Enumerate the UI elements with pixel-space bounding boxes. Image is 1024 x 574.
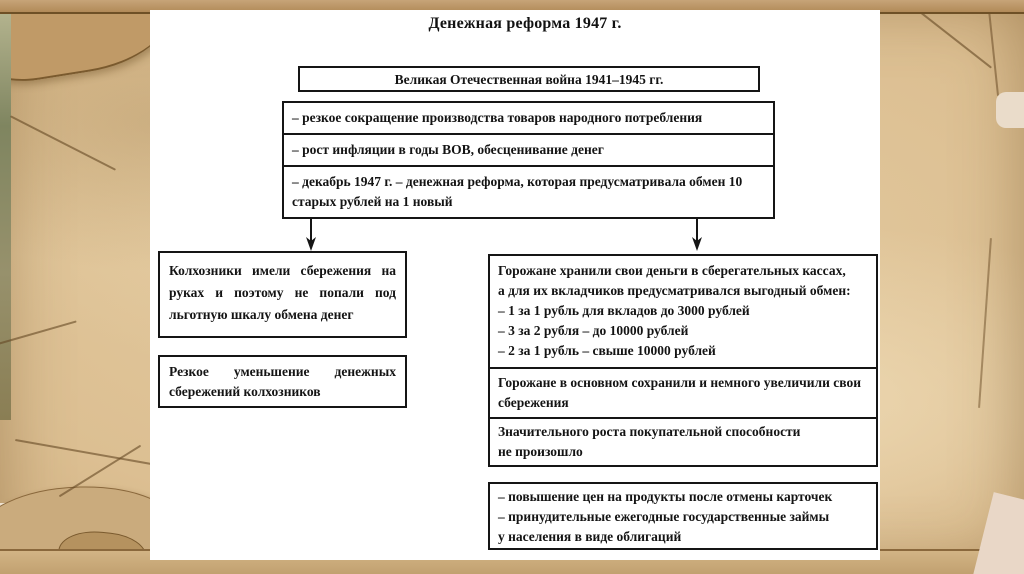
- paper-crack: [911, 5, 993, 69]
- paper-crack: [14, 438, 164, 468]
- text-line: – 3 за 2 рубля – до 10000 рублей: [498, 323, 689, 338]
- gorozhane-exchange-box: Горожане хранили свои деньги в сберегате…: [490, 256, 876, 367]
- text-line: – повышение цен на продукты после отмены…: [498, 489, 833, 504]
- diagram-page: Денежная реформа 1947 г. Великая Отечест…: [150, 10, 880, 560]
- text-line: – 1 за 1 рубль для вкладов до 3000 рубле…: [498, 303, 750, 318]
- text-line: а для их вкладчиков предусматривался выг…: [498, 283, 851, 298]
- kolkhozniki-box: Колхозники имели сбережения на руках и п…: [158, 251, 407, 338]
- purchasing-power-box: Значительного роста покупательной способ…: [490, 417, 876, 465]
- paper-notch: [996, 92, 1024, 128]
- text-line: – принудительные ежегодные государственн…: [498, 509, 830, 524]
- cause-row: – декабрь 1947 г. – денежная реформа, ко…: [284, 165, 773, 217]
- text-line: Значительного роста покупательной способ…: [498, 424, 801, 439]
- paper-crack: [0, 320, 77, 346]
- war-box: Великая Отечественная война 1941–1945 гг…: [298, 66, 760, 92]
- consequences-box: – повышение цен на продукты после отмены…: [488, 482, 878, 550]
- kolkhozniki-result-box: Резкое уменьшение денежных сбережений ко…: [158, 355, 407, 408]
- cause-row: – рост инфляции в годы ВОВ, обесценивани…: [284, 133, 773, 165]
- down-arrow-icon: [692, 219, 702, 251]
- down-arrow-icon: [306, 219, 316, 251]
- paper-crack: [978, 238, 992, 408]
- text-line: у населения в виде облигаций: [498, 529, 682, 544]
- paper-left-edge: [0, 0, 11, 420]
- causes-stack: – резкое сокращение производства товаров…: [282, 101, 775, 219]
- paper-corner-pink: [972, 492, 1024, 574]
- text-line: Горожане хранили свои деньги в сберегате…: [498, 263, 846, 278]
- gorozhane-stack: Горожане хранили свои деньги в сберегате…: [488, 254, 878, 467]
- paper-crack: [986, 0, 1000, 96]
- text-line: не произошло: [498, 444, 583, 459]
- page-title: Денежная реформа 1947 г.: [428, 15, 622, 32]
- cause-row: – резкое сокращение производства товаров…: [292, 110, 703, 125]
- gorozhane-savings-box: Горожане в основном сохранили и немного …: [490, 367, 876, 417]
- text-line: – 2 за 1 рубль – свыше 10000 рублей: [498, 343, 716, 358]
